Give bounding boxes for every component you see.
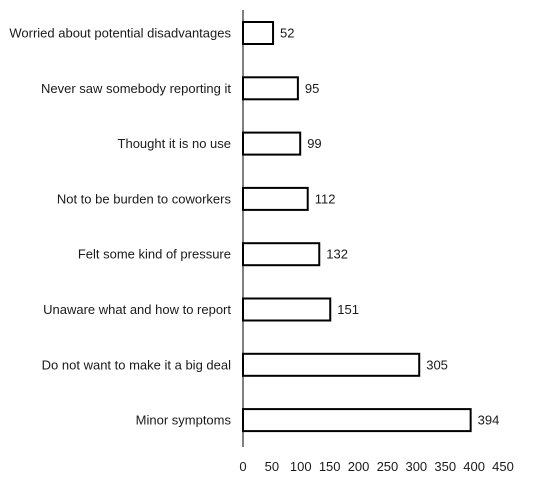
x-tick-label: 450: [492, 459, 514, 474]
bar: [242, 21, 275, 45]
data-label: 52: [280, 26, 294, 41]
bar: [242, 408, 472, 433]
bar: [242, 352, 421, 377]
x-tick-label: 350: [434, 459, 456, 474]
category-label: Felt some kind of pressure: [78, 247, 231, 262]
x-tick-label: 250: [377, 459, 399, 474]
category-label: Never saw somebody reporting it: [41, 81, 231, 96]
x-tick-label: 300: [405, 459, 427, 474]
data-label: 112: [315, 191, 336, 206]
bar: [242, 76, 299, 101]
x-tick-label: 50: [265, 459, 279, 474]
category-label: Worried about potential disadvantages: [9, 26, 231, 41]
category-label: Thought it is no use: [118, 136, 231, 151]
bar: [242, 186, 309, 211]
x-tick-label: 200: [348, 459, 370, 474]
data-label: 151: [337, 302, 359, 317]
data-label: 132: [326, 247, 348, 262]
data-label: 95: [305, 81, 319, 96]
x-tick-label: 400: [463, 459, 485, 474]
bar: [242, 131, 302, 156]
bar: [242, 297, 332, 322]
x-tick-label: 150: [319, 459, 341, 474]
data-label: 99: [307, 136, 321, 151]
category-label: Unaware what and how to report: [43, 302, 231, 317]
x-tick-label: 0: [239, 459, 246, 474]
category-label: Minor symptoms: [136, 413, 232, 428]
category-label: Not to be burden to coworkers: [57, 191, 232, 206]
bar: [242, 242, 321, 267]
category-label: Do not want to make it a big deal: [42, 357, 231, 372]
x-tick-label: 100: [290, 459, 312, 474]
data-label: 394: [478, 413, 500, 428]
data-label: 305: [426, 357, 448, 372]
